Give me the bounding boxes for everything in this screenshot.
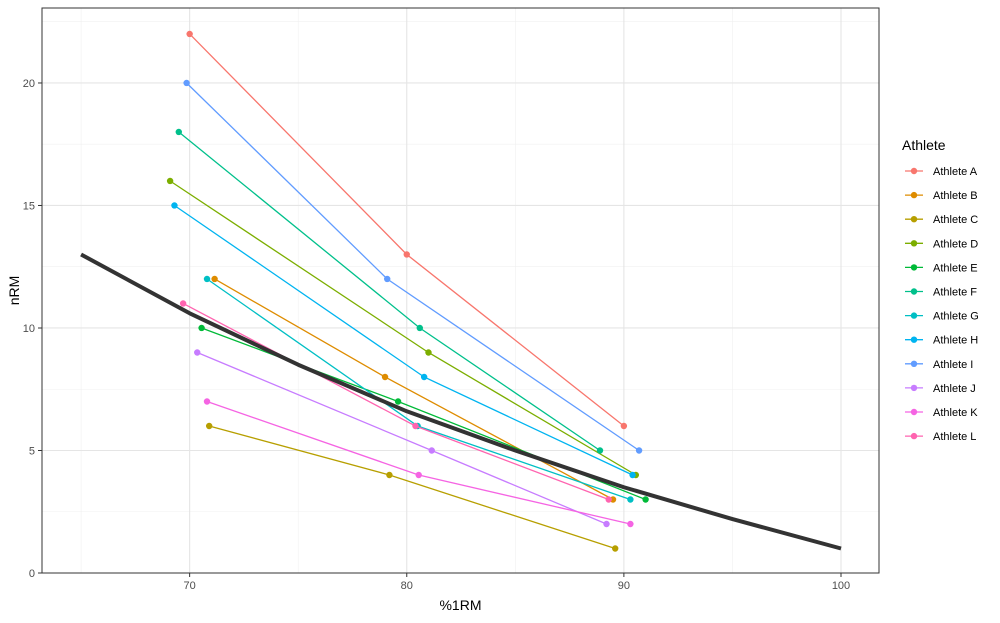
data-point <box>415 471 422 479</box>
data-point <box>211 275 218 283</box>
y-tick-label: 5 <box>29 445 35 457</box>
data-point <box>425 349 432 356</box>
fit-curve <box>80 252 842 551</box>
legend-key-point <box>910 384 918 392</box>
y-tick-label: 10 <box>23 323 35 335</box>
data-point <box>603 520 610 528</box>
x-axis-title: %1RM <box>439 597 481 613</box>
data-point <box>627 520 634 528</box>
data-point <box>183 79 190 87</box>
legend-key-point <box>910 264 918 271</box>
data-point <box>629 471 636 479</box>
data-point <box>194 349 201 356</box>
data-point <box>611 545 619 552</box>
legend-label: Athlete E <box>933 262 978 274</box>
y-tick-label: 0 <box>29 568 35 580</box>
data-point <box>403 251 410 258</box>
data-point <box>596 447 604 454</box>
data-point <box>420 373 428 381</box>
y-tick-label: 20 <box>23 78 35 90</box>
data-point <box>394 398 402 405</box>
data-point <box>203 275 211 283</box>
x-tick-label: 90 <box>618 580 630 592</box>
legend-key-point <box>910 191 918 199</box>
legend-label: Athlete F <box>933 287 977 299</box>
data-point <box>386 471 393 479</box>
data-point <box>198 324 205 332</box>
data-point <box>205 422 213 430</box>
legend-label: Athlete J <box>933 383 976 395</box>
data-point <box>186 30 193 38</box>
x-tick-label: 70 <box>184 580 196 592</box>
legend-key-point <box>910 360 918 367</box>
legend-label: Athlete L <box>933 431 976 443</box>
data-point <box>635 447 643 454</box>
legend-label: Athlete H <box>933 335 978 347</box>
legend-key-point <box>910 336 918 343</box>
data-point <box>428 447 435 454</box>
data-point <box>620 422 628 430</box>
legend-label: Athlete G <box>933 311 979 323</box>
legend-key-point <box>910 240 918 247</box>
legend-label: Athlete C <box>933 214 978 226</box>
y-axis-title: nRM <box>6 276 22 306</box>
data-point <box>416 324 423 332</box>
data-point <box>166 177 174 185</box>
data-point <box>412 422 419 430</box>
plot-panel <box>42 8 879 573</box>
data-point <box>381 373 389 381</box>
data-point <box>179 300 187 307</box>
data-point <box>175 128 182 136</box>
legend-key-point <box>910 167 918 175</box>
legend-key-point <box>910 408 918 416</box>
legend-label: Athlete K <box>933 407 978 419</box>
data-point <box>171 202 178 209</box>
legend-label: Athlete B <box>933 190 978 202</box>
legend-key-point <box>910 288 918 295</box>
legend-key-point <box>910 216 918 223</box>
data-point <box>605 496 612 503</box>
legend-key-point <box>910 312 918 319</box>
panel-border <box>41 7 880 574</box>
legend-title: Athlete <box>902 137 946 153</box>
legend-label: Athlete D <box>933 238 978 250</box>
data-point <box>203 398 211 405</box>
data-point <box>384 275 391 283</box>
data-point <box>627 496 634 503</box>
legend-label: Athlete I <box>933 359 973 371</box>
legend-key-point <box>910 432 918 440</box>
x-tick-label: 80 <box>401 580 413 592</box>
x-tick-label: 100 <box>832 580 850 592</box>
legend-label: Athlete A <box>933 166 978 178</box>
data-point <box>642 496 649 503</box>
y-tick-label: 15 <box>23 200 35 212</box>
